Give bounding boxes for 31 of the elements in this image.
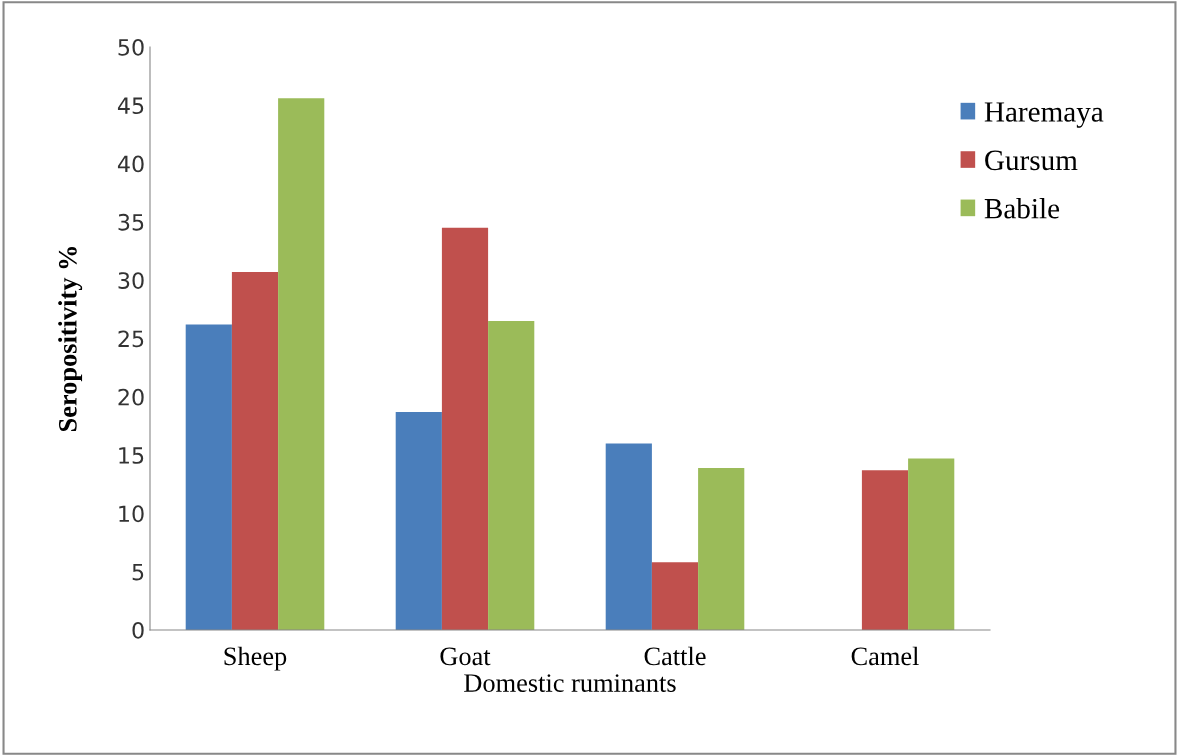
- y-tick-label: 10: [119, 505, 144, 523]
- legend-label: Babile: [984, 197, 1060, 219]
- bar: [908, 458, 955, 630]
- bar: [185, 324, 232, 630]
- bar: [651, 562, 699, 630]
- bar: [488, 321, 535, 630]
- bar: [698, 467, 745, 630]
- x-tick-label: Sheep: [224, 646, 287, 671]
- y-axis-title: Seropositivity %: [58, 247, 83, 432]
- x-tick-label: Goat: [440, 647, 491, 666]
- bar: [231, 272, 279, 630]
- y-tick-label: 5: [132, 563, 144, 581]
- x-axis-title: Domestic ruminants: [464, 674, 676, 692]
- legend-label: Haremaya: [984, 102, 1104, 128]
- y-tick-label: 35: [118, 213, 144, 231]
- legend-label: Gursum: [985, 150, 1078, 171]
- y-tick-label: 20: [118, 388, 144, 406]
- bar: [861, 470, 909, 630]
- y-tick-label: 40: [117, 155, 144, 173]
- bar: [605, 443, 652, 630]
- y-tick-label: 0: [132, 621, 144, 639]
- y-tick-label: 30: [118, 272, 144, 289]
- y-tick-label: 15: [119, 447, 144, 464]
- y-tick-label: 50: [118, 38, 144, 56]
- y-tick-label: 25: [118, 330, 144, 348]
- bar: [395, 411, 442, 630]
- y-tick-label: 45: [117, 97, 144, 115]
- x-tick-label: Camel: [851, 646, 919, 666]
- bar: [278, 98, 325, 630]
- bar: [441, 227, 489, 630]
- x-tick-label: Cattle: [644, 646, 706, 666]
